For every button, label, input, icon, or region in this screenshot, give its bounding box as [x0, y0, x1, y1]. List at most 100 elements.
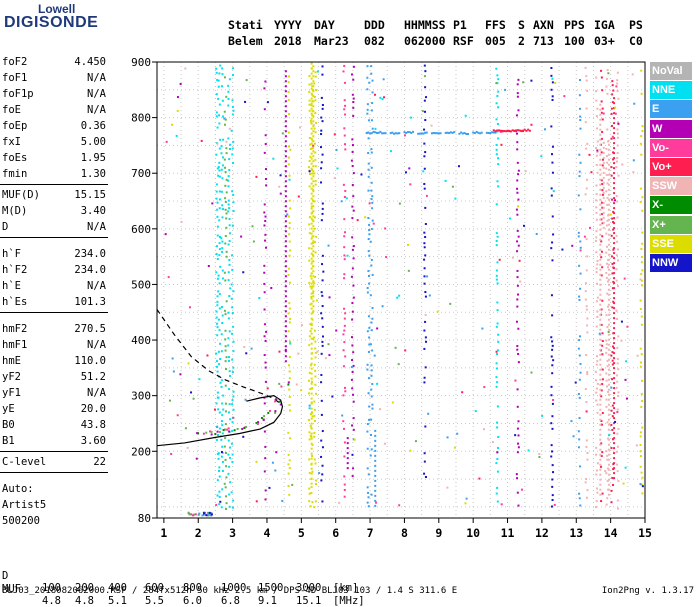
noise-point: [625, 360, 628, 363]
echo-point: [612, 468, 615, 471]
echo-point: [615, 450, 618, 453]
echo-point: [215, 190, 218, 193]
series-Vo+-point: [522, 129, 524, 132]
echo-point: [288, 388, 291, 391]
echo-point: [216, 494, 219, 497]
echo-point: [641, 269, 644, 272]
series-E-point: [467, 132, 470, 135]
echo-point: [496, 282, 499, 285]
header-value-9: 100: [564, 34, 585, 48]
echo-point: [307, 418, 310, 421]
noise-point: [170, 452, 173, 455]
echo-point: [350, 275, 353, 278]
echo-point: [424, 366, 427, 369]
echo-point: [320, 413, 323, 416]
echo-point: [311, 85, 314, 88]
noise-point: [381, 98, 384, 101]
noise-point: [167, 276, 170, 279]
echo-point: [352, 78, 355, 81]
noise-point: [175, 134, 178, 137]
echo-point: [641, 125, 644, 128]
noise-point: [251, 225, 254, 228]
echo-point: [423, 64, 426, 67]
param-value: 20.0: [80, 403, 106, 415]
echo-point: [321, 120, 324, 123]
echo-point: [596, 462, 599, 465]
echo-point: [578, 497, 581, 500]
echo-point: [313, 420, 316, 423]
echo-point: [424, 254, 427, 257]
echo-point: [617, 480, 620, 483]
echo-point: [640, 273, 643, 276]
echo-point: [595, 211, 598, 214]
header-value-2: Mar23: [314, 34, 349, 48]
param-row-B1: B1 3.60: [2, 433, 106, 449]
echo-point: [601, 189, 604, 192]
echo-point: [495, 362, 498, 365]
noise-point: [284, 348, 287, 351]
echo-point: [424, 320, 427, 323]
echo-point: [321, 317, 324, 320]
noise-point: [404, 349, 407, 352]
echo-point: [424, 425, 427, 428]
echo-point: [640, 405, 643, 408]
noise-point: [374, 93, 377, 96]
echo-point: [586, 324, 589, 327]
echo-point: [311, 443, 314, 446]
param-key: h`F2: [2, 264, 28, 276]
echo-point: [611, 345, 614, 348]
echo-point: [423, 452, 426, 455]
echo-point: [216, 326, 219, 329]
echo-point: [600, 323, 603, 326]
noise-point: [530, 371, 533, 374]
param-key: M(D): [2, 205, 28, 217]
echo-point: [229, 143, 232, 146]
noise-point: [220, 451, 223, 454]
echo-point: [217, 274, 220, 277]
echo-point: [601, 412, 604, 415]
echo-point: [371, 306, 374, 309]
x-tick-label: 14: [604, 526, 618, 540]
noise-point: [274, 469, 277, 472]
y-tick-label: 300: [131, 390, 151, 403]
noise-point: [446, 436, 449, 439]
d-value-0: 100: [42, 582, 61, 594]
echo-point: [640, 69, 643, 72]
series-Vo+-point: [515, 129, 518, 132]
echo-point: [551, 450, 554, 453]
echo-point: [321, 202, 324, 205]
noise-point: [620, 320, 623, 323]
echo-point: [314, 351, 317, 354]
echo-point: [313, 216, 316, 219]
echo-point: [342, 333, 345, 336]
echo-point: [217, 79, 220, 82]
echo-point: [550, 194, 553, 197]
echo-point: [314, 71, 317, 74]
trace-point: [257, 421, 260, 424]
echo-point: [224, 384, 227, 387]
echo-point: [224, 235, 227, 238]
echo-point: [313, 435, 316, 438]
param-value: 5.00: [80, 136, 106, 148]
series-Vo+-point: [523, 128, 526, 131]
header-value-8: 713: [533, 34, 554, 48]
echo-point: [610, 234, 613, 237]
echo-point: [516, 298, 519, 301]
series-Vo+-point: [501, 129, 504, 132]
param-key: yF2: [2, 371, 21, 383]
echo-point: [308, 83, 311, 86]
echo-point: [220, 350, 223, 353]
param-key: hmE: [2, 355, 21, 367]
echo-point: [351, 184, 354, 187]
echo-point: [351, 344, 354, 347]
noise-point: [530, 123, 533, 126]
echo-point: [517, 504, 520, 507]
echo-point: [496, 500, 499, 503]
echo-point: [220, 152, 223, 155]
auto-line-2: 500200: [2, 515, 40, 527]
echo-point: [224, 313, 227, 316]
series-Vo+-point: [527, 128, 530, 131]
param-row-h`F2: h`F2 234.0: [2, 262, 106, 278]
echo-point: [517, 420, 520, 423]
echo-point: [265, 184, 268, 187]
